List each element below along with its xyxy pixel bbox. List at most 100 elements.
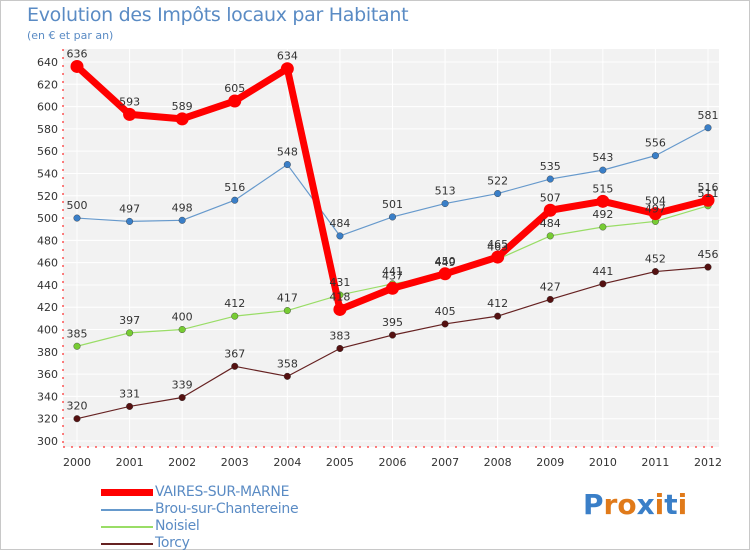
data-label: 516 — [224, 181, 245, 194]
data-point — [651, 268, 659, 276]
x-tick-label: 2006 — [379, 456, 407, 469]
data-point — [123, 107, 137, 121]
y-tick-label: 480 — [37, 234, 58, 247]
data-point — [546, 175, 554, 183]
y-tick-label: 500 — [37, 212, 58, 225]
data-label: 589 — [172, 100, 193, 113]
legend-swatch-noisiel — [101, 526, 153, 528]
data-label: 417 — [277, 292, 298, 305]
data-point — [336, 344, 344, 352]
legend-swatch-torcy — [101, 543, 153, 545]
x-tick-label: 2011 — [641, 456, 669, 469]
data-point — [546, 232, 554, 240]
data-point — [494, 190, 502, 198]
data-label: 331 — [119, 387, 140, 400]
x-tick-label: 2002 — [168, 456, 196, 469]
data-point — [73, 415, 81, 423]
x-tick-label: 2003 — [221, 456, 249, 469]
data-label: 497 — [645, 202, 666, 215]
proxiti-logo: Proxiti — [583, 488, 687, 521]
legend-label-torcy: Torcy — [155, 535, 190, 551]
data-label: 395 — [382, 316, 403, 329]
logo-letter: r — [603, 488, 618, 521]
y-tick-label: 540 — [37, 167, 58, 180]
data-point — [126, 329, 134, 337]
data-label: 385 — [67, 327, 88, 340]
data-label: 504 — [645, 195, 666, 208]
data-label: 367 — [224, 347, 245, 360]
data-point — [441, 320, 449, 328]
y-tick-label: 620 — [37, 78, 58, 91]
data-label: 463 — [487, 240, 508, 253]
data-label: 516 — [698, 181, 719, 194]
chart-subtitle: (en € et par an) — [27, 29, 114, 42]
data-label: 320 — [67, 400, 88, 413]
data-point — [651, 152, 659, 160]
data-label: 507 — [540, 191, 561, 204]
data-point — [599, 223, 607, 231]
data-label: 581 — [698, 109, 719, 122]
x-tick-label: 2005 — [326, 456, 354, 469]
data-label: 452 — [645, 253, 666, 266]
data-point — [231, 312, 239, 320]
data-label: 511 — [698, 187, 719, 200]
y-tick-label: 640 — [37, 56, 58, 69]
data-label: 427 — [540, 280, 561, 293]
data-label: 412 — [487, 297, 508, 310]
data-label: 449 — [435, 256, 456, 269]
data-label: 501 — [382, 198, 403, 211]
data-label: 441 — [382, 265, 403, 278]
data-point — [175, 112, 189, 126]
data-label: 636 — [67, 47, 88, 60]
y-tick-label: 340 — [37, 390, 58, 403]
y-tick-label: 460 — [37, 257, 58, 270]
data-point — [178, 216, 186, 224]
data-label: 522 — [487, 175, 508, 188]
data-label: 498 — [172, 201, 193, 214]
logo-letter: x — [636, 488, 655, 521]
legend-label-noisiel: Noisiel — [155, 518, 200, 534]
data-label: 431 — [329, 276, 350, 289]
logo-letter: o — [617, 488, 637, 521]
data-label: 383 — [329, 329, 350, 342]
data-point — [438, 267, 452, 281]
data-label: 515 — [592, 182, 613, 195]
data-point — [704, 263, 712, 271]
data-label: 605 — [224, 82, 245, 95]
legend-swatch-vaires — [101, 489, 153, 496]
data-label: 456 — [698, 248, 719, 261]
data-point — [494, 312, 502, 320]
data-label: 556 — [645, 137, 666, 150]
y-tick-label: 520 — [37, 190, 58, 203]
data-point — [599, 166, 607, 174]
data-point — [178, 326, 186, 334]
y-tick-label: 360 — [37, 368, 58, 381]
logo-letter: t — [664, 488, 678, 521]
data-label: 497 — [119, 202, 140, 215]
data-point — [283, 161, 291, 169]
data-label: 465 — [487, 238, 508, 251]
data-label: 450 — [435, 255, 456, 268]
logo-letter: P — [583, 488, 604, 521]
data-label: 339 — [172, 379, 193, 392]
data-point — [126, 402, 134, 410]
data-point — [283, 372, 291, 380]
data-point — [491, 250, 505, 264]
legend-label-vaires: VAIRES-SUR-MARNE — [155, 484, 290, 500]
data-point — [231, 362, 239, 370]
data-label: 437 — [382, 269, 403, 282]
data-point — [701, 193, 715, 207]
y-tick-label: 420 — [37, 301, 58, 314]
chart-title: Evolution des Impôts locaux par Habitant — [27, 4, 409, 26]
data-point — [599, 280, 607, 288]
data-point — [543, 203, 557, 217]
data-label: 484 — [329, 217, 350, 230]
data-point — [333, 302, 347, 316]
data-label: 418 — [329, 290, 350, 303]
data-label: 400 — [172, 311, 193, 324]
x-tick-label: 2004 — [273, 456, 301, 469]
data-point — [73, 214, 81, 222]
data-point — [386, 281, 399, 295]
